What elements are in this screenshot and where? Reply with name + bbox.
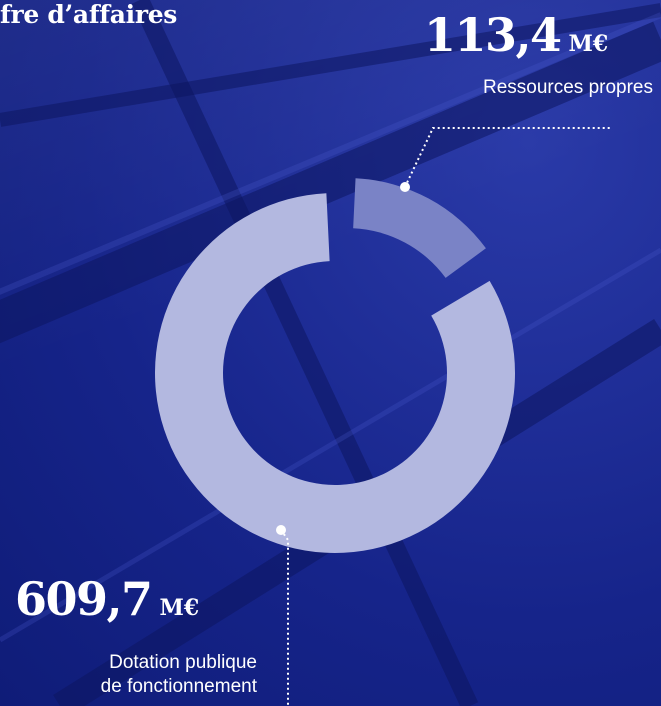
value-unit: M€ bbox=[568, 31, 609, 57]
leader-dot-ressources bbox=[400, 182, 410, 192]
label-line-2: de fonctionnement bbox=[100, 676, 257, 697]
label-ressources-propres: Ressources propres bbox=[482, 77, 653, 98]
value-number: 113,4 bbox=[424, 8, 562, 62]
donut-slice-0 bbox=[353, 178, 486, 278]
label-dotation-publique: Dotation publique de fonctionnement bbox=[101, 651, 257, 699]
leader-line-ressources bbox=[404, 127, 612, 188]
value-unit: M€ bbox=[159, 595, 200, 621]
label-line-1: Dotation publique bbox=[109, 652, 257, 673]
chart-title-fragment: fre d’affaires bbox=[0, 0, 178, 29]
leader-line-dotation bbox=[280, 529, 289, 706]
value-number: 609,7 bbox=[15, 572, 153, 626]
value-dotation-publique: 609,7 M€ bbox=[15, 572, 199, 626]
leader-dot-dotation bbox=[276, 525, 286, 535]
value-ressources-propres: 113,4 M€ bbox=[424, 8, 608, 62]
donut-slice-1 bbox=[155, 193, 515, 554]
